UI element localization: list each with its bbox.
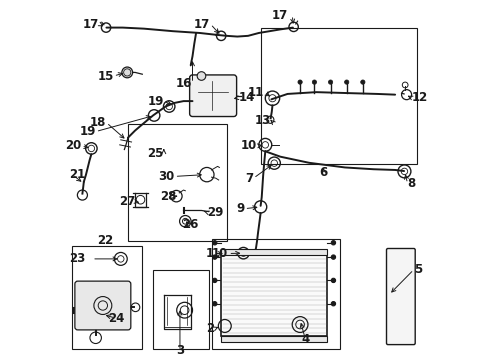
Bar [221,336,326,342]
Text: 9: 9 [236,202,244,215]
Text: 10: 10 [240,139,257,152]
Text: 16: 16 [176,77,192,90]
Bar [128,125,226,241]
Circle shape [330,278,335,283]
Circle shape [330,240,335,245]
Text: 23: 23 [68,252,85,265]
Text: 12: 12 [410,91,427,104]
Circle shape [312,80,316,84]
Text: 17: 17 [271,9,287,22]
Bar [72,246,142,348]
Text: 5: 5 [413,263,421,276]
Text: 19: 19 [79,125,96,138]
Circle shape [212,302,217,306]
Circle shape [360,80,364,84]
Circle shape [330,302,335,306]
Text: 14: 14 [239,91,255,104]
Text: 28: 28 [160,190,176,203]
Text: 25: 25 [147,147,163,159]
Text: 19: 19 [147,95,163,108]
Text: 17: 17 [194,18,210,31]
Text: 30: 30 [158,170,174,183]
Text: 15: 15 [97,69,113,82]
Text: 29: 29 [206,206,223,219]
Text: 22: 22 [97,234,113,247]
Bar [260,28,416,164]
Text: 27: 27 [119,195,135,208]
Text: 20: 20 [65,139,81,152]
Circle shape [212,255,217,259]
Text: 11: 11 [247,86,264,99]
Bar [221,249,326,255]
Circle shape [197,72,205,80]
Text: 18: 18 [90,116,106,129]
Bar [221,255,326,336]
Text: 8: 8 [407,177,415,190]
Text: 6: 6 [319,166,327,179]
Text: 1: 1 [205,247,214,260]
Circle shape [330,255,335,259]
Text: 21: 21 [69,168,85,181]
Circle shape [212,278,217,283]
Text: 4: 4 [301,333,309,346]
Circle shape [328,80,332,84]
Bar [212,239,339,348]
Text: 7: 7 [245,172,253,185]
Circle shape [297,80,302,84]
Circle shape [212,240,217,245]
Text: 10: 10 [212,247,228,260]
Text: 13: 13 [255,114,271,127]
Text: 26: 26 [182,218,198,231]
Circle shape [122,67,132,78]
Text: 17: 17 [83,18,99,31]
Circle shape [344,80,348,84]
FancyBboxPatch shape [189,75,236,117]
Text: 24: 24 [108,311,124,325]
FancyBboxPatch shape [75,281,131,330]
Text: 2: 2 [205,322,214,335]
Text: 3: 3 [176,344,183,357]
Bar [153,270,208,348]
FancyBboxPatch shape [386,248,414,345]
